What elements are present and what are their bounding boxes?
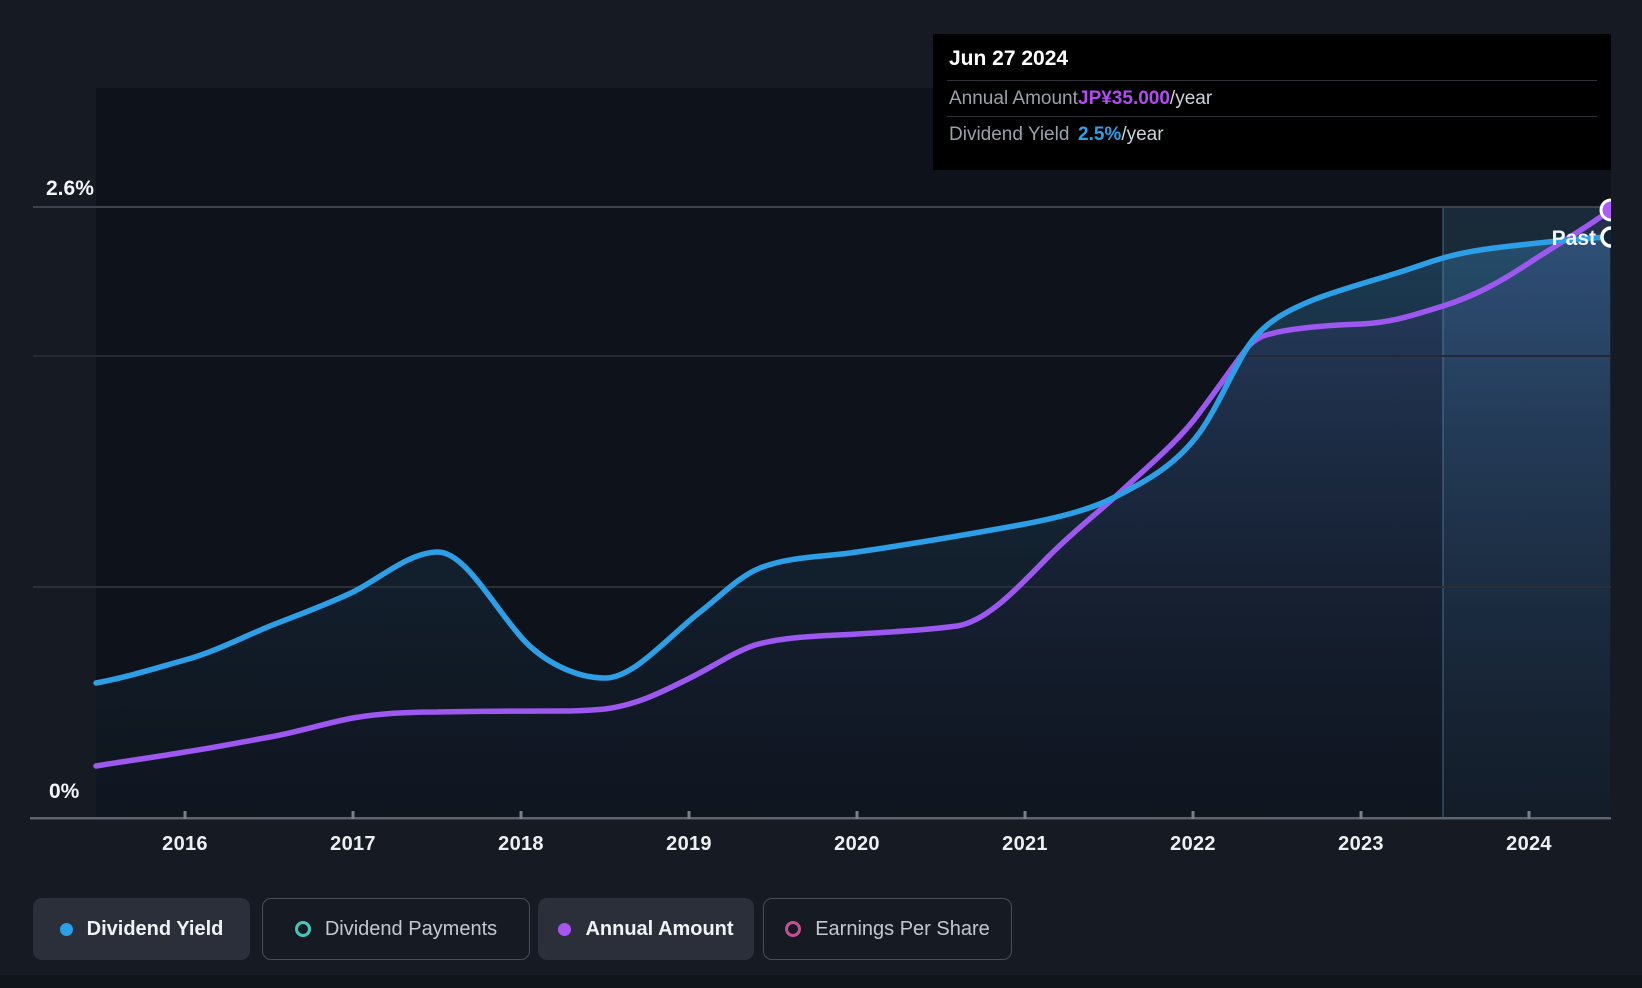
highlight-band — [1443, 208, 1611, 818]
legend-toggle-earnings-per-share[interactable]: Earnings Per Share — [763, 898, 1012, 960]
dividend-yield-dot-icon — [59, 922, 73, 936]
x-axis-label: 2024 — [1506, 833, 1552, 855]
x-axis-tick — [1359, 811, 1363, 819]
x-axis-label: 2019 — [666, 833, 712, 855]
legend-toggle-dividend-payments[interactable]: Dividend Payments — [262, 898, 530, 960]
gridline-mid-lower — [33, 586, 1611, 588]
tooltip-row-dividend-yield: Dividend Yield 2.5%/year — [947, 116, 1597, 152]
x-axis-label: 2021 — [1002, 833, 1048, 855]
x-axis-tick — [519, 811, 523, 819]
chart-tooltip: Jun 27 2024 Annual Amount JP¥35.000/year… — [933, 34, 1611, 170]
dividend-payments-ring-icon — [294, 921, 311, 937]
bottom-strip — [0, 975, 1642, 988]
x-axis-label: 2016 — [162, 833, 208, 855]
legend-label: Earnings Per Share — [815, 917, 990, 940]
x-axis-tick — [1023, 811, 1027, 819]
annual-amount-line — [93, 207, 1611, 769]
x-axis-label: 2022 — [1170, 833, 1216, 855]
x-axis-line — [30, 817, 1611, 820]
x-axis-tick — [1191, 811, 1195, 819]
past-region-label: Past — [1551, 227, 1596, 250]
x-axis-tick — [183, 811, 187, 819]
legend-toggle-dividend-yield[interactable]: Dividend Yield — [33, 898, 250, 960]
gridline-mid-upper — [33, 355, 1611, 357]
tooltip-date: Jun 27 2024 — [949, 47, 1069, 70]
x-axis-label: 2020 — [834, 833, 880, 855]
legend-label: Dividend Payments — [324, 917, 498, 940]
legend-label: Dividend Yield — [86, 917, 224, 940]
gridline-top — [33, 206, 1611, 208]
tooltip-label: Annual Amount — [949, 88, 1078, 109]
earnings-per-share-ring-icon — [785, 921, 802, 937]
x-axis-tick — [1527, 811, 1531, 819]
x-axis-tick — [855, 811, 859, 819]
x-axis-label: 2018 — [498, 833, 544, 855]
tooltip-value: 2.5% — [1078, 124, 1122, 145]
y-axis-max-label: 2.6% — [46, 177, 94, 200]
highlight-band-divider — [1442, 208, 1444, 818]
legend-toggle-annual-amount[interactable]: Annual Amount — [538, 898, 754, 960]
x-axis-label: 2017 — [330, 833, 376, 855]
legend-label: Annual Amount — [585, 917, 734, 940]
tooltip-label: Dividend Yield — [949, 124, 1070, 145]
x-axis-tick — [687, 811, 691, 819]
annual-amount-end-marker — [1599, 198, 1611, 222]
chart-legend: Dividend Yield Dividend Payments Annual … — [0, 898, 1642, 960]
annual-amount-dot-icon — [558, 922, 572, 936]
tooltip-value: JP¥35.000 — [1078, 88, 1170, 109]
x-axis-label: 2023 — [1338, 833, 1384, 855]
x-axis-tick — [351, 811, 355, 819]
tooltip-row-annual-amount: Annual Amount JP¥35.000/year — [947, 80, 1597, 116]
dividend-yield-line — [93, 234, 1611, 686]
tooltip-suffix: /year — [1121, 124, 1164, 145]
annual-amount-area — [96, 210, 1610, 818]
dividend-yield-end-marker — [1600, 226, 1611, 248]
y-axis-min-label: 0% — [49, 780, 80, 803]
tooltip-suffix: /year — [1169, 88, 1213, 109]
